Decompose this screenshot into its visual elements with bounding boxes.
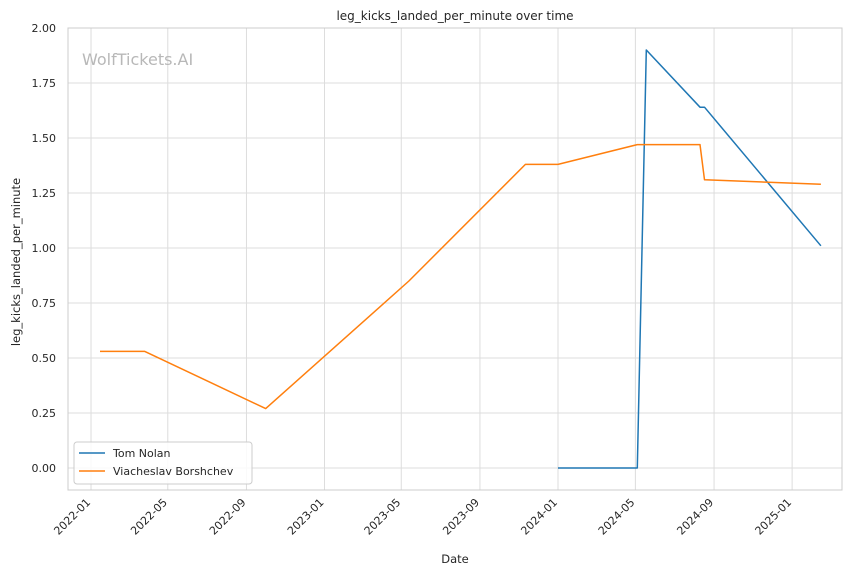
x-tick-label: 2023-05 — [362, 496, 404, 538]
series-line-tom-nolan — [558, 49, 822, 469]
legend: Tom Nolan Viacheslav Borshchev — [73, 441, 253, 485]
y-axis-ticks: 0.00 0.25 0.50 0.75 1.00 1.25 1.50 1.75 2.00 — [32, 22, 57, 475]
series-line-viacheslav-borshchev — [100, 143, 821, 410]
y-axis-label: leg_kicks_landed_per_minute — [9, 178, 23, 346]
grid — [68, 27, 842, 490]
plot-area-frame — [67, 27, 843, 491]
y-tick-label: 0.50 — [32, 352, 57, 365]
x-tick-label: 2024-09 — [674, 496, 716, 538]
y-tick-label: 1.25 — [32, 187, 57, 200]
x-tick-label: 2022-09 — [207, 496, 249, 538]
x-tick-label: 2022-01 — [51, 496, 93, 538]
x-tick-label: 2023-01 — [285, 496, 327, 538]
x-tick-label: 2023-09 — [440, 496, 482, 538]
x-tick-label: 2025-01 — [753, 496, 795, 538]
series-layer — [100, 49, 822, 469]
y-tick-label: 0.25 — [32, 407, 57, 420]
chart-title: leg_kicks_landed_per_minute over time — [336, 9, 573, 23]
y-tick-label: 1.75 — [32, 77, 57, 90]
y-tick-label: 2.00 — [32, 22, 57, 35]
y-tick-label: 0.00 — [32, 462, 57, 475]
x-tick-label: 2024-01 — [518, 496, 560, 538]
x-axis-label: Date — [441, 552, 469, 566]
legend-label-tom-nolan: Tom Nolan — [112, 447, 171, 460]
x-tick-label: 2024-05 — [596, 496, 638, 538]
y-tick-label: 0.75 — [32, 297, 57, 310]
y-tick-label: 1.00 — [32, 242, 57, 255]
watermark: WolfTickets.AI — [82, 50, 193, 69]
x-tick-label: 2022-05 — [128, 496, 170, 538]
legend-box — [73, 441, 253, 485]
x-axis-ticks: 2022-01 2022-05 2022-09 2023-01 2023-05 2023-… — [51, 496, 794, 538]
legend-label-viacheslav-borshchev: Viacheslav Borshchev — [113, 465, 234, 478]
y-tick-label: 1.50 — [32, 132, 57, 145]
